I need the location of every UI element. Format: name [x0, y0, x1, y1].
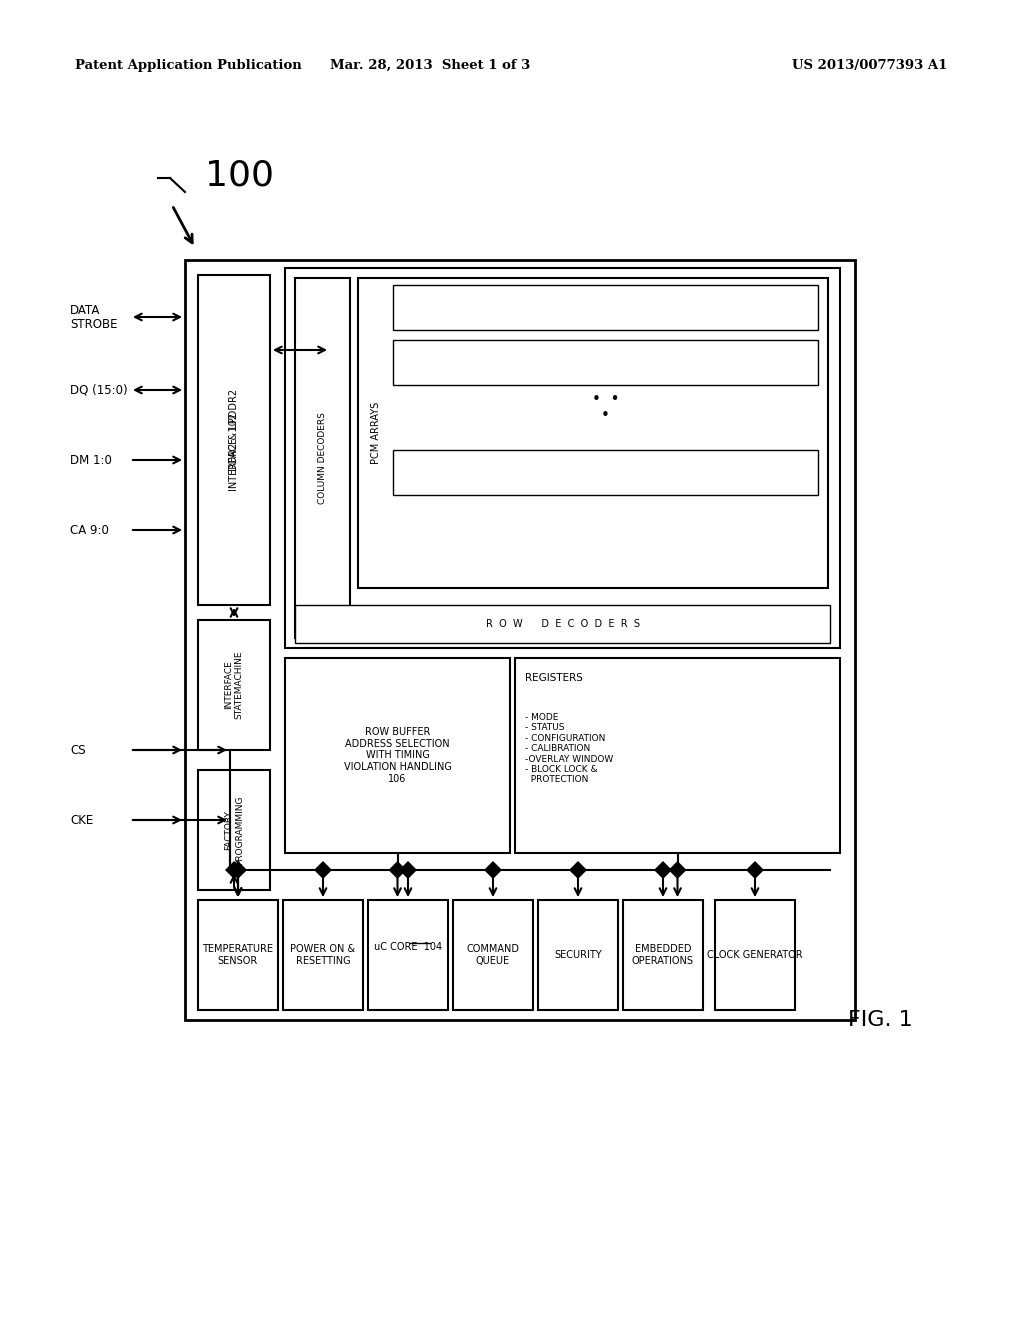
- Polygon shape: [399, 861, 417, 879]
- Text: CKE: CKE: [70, 813, 93, 826]
- Bar: [285, 657, 510, 853]
- Text: STROBE: STROBE: [70, 318, 118, 331]
- Bar: [393, 450, 818, 495]
- Text: COMMAND
QUEUE: COMMAND QUEUE: [467, 944, 519, 966]
- Text: DATA: DATA: [70, 304, 100, 317]
- Text: EMBEDDED
OPERATIONS: EMBEDDED OPERATIONS: [632, 944, 694, 966]
- Text: DQ (15:0): DQ (15:0): [70, 384, 128, 396]
- Text: REGISTERS: REGISTERS: [525, 673, 583, 682]
- Polygon shape: [388, 861, 407, 879]
- Polygon shape: [669, 861, 686, 879]
- Text: TEMPERATURE
SENSOR: TEMPERATURE SENSOR: [203, 944, 273, 966]
- Bar: [285, 268, 840, 648]
- Polygon shape: [225, 861, 243, 879]
- Text: Patent Application Publication: Patent Application Publication: [75, 58, 302, 71]
- Polygon shape: [314, 861, 332, 879]
- Text: SECURITY: SECURITY: [554, 950, 602, 960]
- Text: 100: 100: [205, 158, 274, 191]
- Polygon shape: [229, 861, 247, 879]
- Text: •: •: [601, 408, 610, 422]
- Polygon shape: [746, 861, 764, 879]
- Bar: [198, 900, 278, 1010]
- Bar: [185, 260, 855, 1020]
- Text: - MODE
- STATUS
- CONFIGURATION
- CALIBRATION
-OVERLAY WINDOW
- BLOCK LOCK &
  P: - MODE - STATUS - CONFIGURATION - CALIBR…: [525, 713, 613, 784]
- Text: CLOCK GENERATOR: CLOCK GENERATOR: [708, 950, 803, 960]
- Bar: [368, 900, 449, 1010]
- Text: •  •: • •: [592, 392, 620, 408]
- Text: INTERFACE  102: INTERFACE 102: [229, 413, 239, 491]
- Text: R  O  W      D  E  C  O  D  E  R  S: R O W D E C O D E R S: [485, 619, 640, 630]
- Bar: [358, 279, 828, 587]
- Text: CS: CS: [70, 743, 86, 756]
- Polygon shape: [654, 861, 672, 879]
- Bar: [295, 605, 830, 643]
- Text: CA 9:0: CA 9:0: [70, 524, 109, 536]
- Text: DDR2 & LPDDR2: DDR2 & LPDDR2: [229, 389, 239, 471]
- Text: Mar. 28, 2013  Sheet 1 of 3: Mar. 28, 2013 Sheet 1 of 3: [330, 58, 530, 71]
- Text: INTERFACE
STATEMACHINE: INTERFACE STATEMACHINE: [224, 651, 244, 719]
- Bar: [295, 279, 350, 638]
- Bar: [453, 900, 534, 1010]
- Polygon shape: [569, 861, 587, 879]
- Bar: [538, 900, 618, 1010]
- Text: FACTORY
PROGRAMMING: FACTORY PROGRAMMING: [224, 795, 244, 865]
- Text: ROW BUFFER
ADDRESS SELECTION
WITH TIMING
VIOLATION HANDLING
106: ROW BUFFER ADDRESS SELECTION WITH TIMING…: [344, 727, 452, 784]
- Bar: [198, 275, 270, 605]
- Text: DM 1:0: DM 1:0: [70, 454, 112, 466]
- Bar: [393, 285, 818, 330]
- Polygon shape: [484, 861, 502, 879]
- Bar: [623, 900, 703, 1010]
- Text: PCM ARRAYS: PCM ARRAYS: [371, 401, 381, 465]
- Text: POWER ON &
RESETTING: POWER ON & RESETTING: [291, 944, 355, 966]
- Bar: [393, 341, 818, 385]
- Bar: [283, 900, 362, 1010]
- Bar: [515, 657, 840, 853]
- Bar: [198, 620, 270, 750]
- Bar: [715, 900, 795, 1010]
- Text: uC CORE  104: uC CORE 104: [374, 942, 442, 952]
- Text: US 2013/0077393 A1: US 2013/0077393 A1: [793, 58, 947, 71]
- Text: FIG. 1: FIG. 1: [848, 1010, 912, 1030]
- Bar: [198, 770, 270, 890]
- Text: COLUMN DECODERS: COLUMN DECODERS: [318, 412, 327, 504]
